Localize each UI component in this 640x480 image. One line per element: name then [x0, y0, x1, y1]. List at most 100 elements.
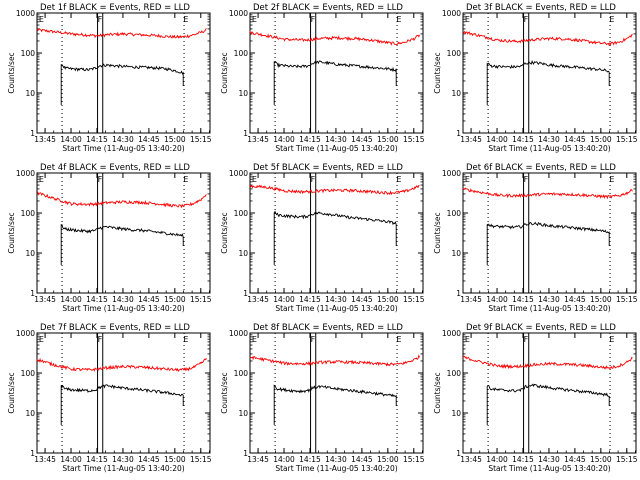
- panel-2: Det 2f BLACK = Events, RED = LLD 1 10 100 10…: [220, 3, 425, 153]
- panel-5-xtick-label: 14:30: [325, 295, 347, 304]
- panel-7-xtick-label: 13:45: [34, 455, 56, 464]
- panel-7-xlabel: Start Time (11-Aug-05 13:40:20): [62, 464, 184, 473]
- panel-3-xlabel: Start Time (11-Aug-05 13:40:20): [488, 144, 610, 153]
- panel-6: Det 6f BLACK = Events, RED = LLD 1 10 100 10…: [433, 163, 638, 313]
- panel-5-flag-label: E: [396, 175, 401, 184]
- panel-1: Det 1f BLACK = Events, RED = LLD 1 10 100 10…: [7, 3, 212, 153]
- panel-4-ytick-label: 10: [25, 249, 35, 258]
- panel-1-series-line-1: [36, 27, 207, 39]
- panel-2-flag-label: E: [396, 15, 401, 24]
- panel-7-flag-label: F: [98, 335, 103, 344]
- panel-5-xtick-label: 15:00: [377, 295, 399, 304]
- panel-8-flag-label: E: [252, 335, 257, 344]
- panel-9-series-line-1: [462, 355, 633, 370]
- panel-9-frame: [462, 332, 637, 454]
- panel-9-xtick-label: 14:45: [564, 455, 586, 464]
- panel-3-ytick-label: 1: [456, 129, 461, 138]
- panel-8-series-line-2: [273, 384, 397, 425]
- panel-3-ytick-label: 10: [451, 89, 461, 98]
- panel-6-ytick-label: 10: [451, 249, 461, 258]
- panel-5-series-line-1: [249, 184, 420, 196]
- panel-5-flag-label: E: [252, 175, 257, 184]
- panel-2-xtick-label: 13:45: [247, 135, 269, 144]
- panel-4-ytick-label: 1: [30, 289, 35, 298]
- panel-1-xtick-label: 15:15: [190, 135, 212, 144]
- panel-5-series-line-2: [273, 210, 397, 265]
- panel-8: Det 8f BLACK = Events, RED = LLD 1 10 100 10…: [220, 323, 425, 473]
- panel-1-frame: [36, 12, 211, 134]
- panel-7-xtick-label: 14:15: [86, 455, 108, 464]
- panel-9-title: Det 9f BLACK = Events, RED = LLD: [466, 323, 616, 333]
- panel-7-xtick-label: 15:15: [190, 455, 212, 464]
- panel-5-xtick-label: 15:15: [403, 295, 425, 304]
- panel-3-xtick-label: 14:30: [538, 135, 560, 144]
- panel-2-ytick-label: 1: [243, 129, 248, 138]
- panel-4-flag-label: F: [98, 175, 103, 184]
- panel-2-xtick-label: 15:15: [403, 135, 425, 144]
- panel-7-ytick-label: 1000: [16, 329, 35, 338]
- panel-6-xtick-label: 13:45: [460, 295, 482, 304]
- panel-4-xtick-label: 15:15: [190, 295, 212, 304]
- panel-9-xtick-label: 15:15: [616, 455, 638, 464]
- panel-7-flag-label: E: [39, 335, 44, 344]
- panel-6-flag-label: E: [465, 175, 470, 184]
- panel-7-ytick-label: 10: [25, 409, 35, 418]
- panel-6-ytick-label: 100: [447, 209, 462, 218]
- panel-6-title: Det 6f BLACK = Events, RED = LLD: [466, 163, 616, 173]
- panel-2-series-line-1: [249, 30, 420, 46]
- panel-3-xtick-label: 15:00: [590, 135, 612, 144]
- panel-8-ytick-label: 1000: [229, 329, 248, 338]
- panel-2-xlabel: Start Time (11-Aug-05 13:40:20): [275, 144, 397, 153]
- panel-6-flag-label: F: [524, 175, 529, 184]
- panel-7-xtick-label: 14:45: [138, 455, 160, 464]
- panel-9-ylabel: Counts/sec: [433, 372, 442, 413]
- panel-2-ylabel: Counts/sec: [220, 52, 229, 93]
- panel-9-series-line-2: [486, 383, 610, 425]
- panel-8-xtick-label: 15:15: [403, 455, 425, 464]
- panel-2-xtick-label: 14:30: [325, 135, 347, 144]
- panel-2-xtick-label: 15:00: [377, 135, 399, 144]
- panel-2-frame: [249, 12, 424, 134]
- panel-4-xtick-label: 14:30: [112, 295, 134, 304]
- panel-3-series-line-2: [486, 60, 610, 105]
- panel-2-ytick-label: 1000: [229, 9, 248, 18]
- panel-8-xtick-label: 14:00: [273, 455, 295, 464]
- panel-5-frame: [249, 172, 424, 294]
- panel-1-xlabel: Start Time (11-Aug-05 13:40:20): [62, 144, 184, 153]
- panel-6-flag-label: E: [609, 175, 614, 184]
- panel-5-xtick-label: 13:45: [247, 295, 269, 304]
- panel-5-ytick-label: 1: [243, 289, 248, 298]
- panel-8-xtick-label: 14:15: [299, 455, 321, 464]
- panel-4-xlabel: Start Time (11-Aug-05 13:40:20): [62, 304, 184, 313]
- panel-7-flag-label: E: [183, 335, 188, 344]
- panel-6-xtick-label: 15:00: [590, 295, 612, 304]
- panel-4-xtick-label: 14:15: [86, 295, 108, 304]
- panel-1-xtick-label: 14:00: [60, 135, 82, 144]
- panel-3-frame: [462, 12, 637, 134]
- panel-9-flag-label: F: [524, 335, 529, 344]
- panel-2-title: Det 2f BLACK = Events, RED = LLD: [253, 3, 403, 13]
- panel-6-xtick-label: 14:45: [564, 295, 586, 304]
- panel-5-ylabel: Counts/sec: [220, 212, 229, 253]
- panel-8-ytick-label: 1: [243, 449, 248, 458]
- panel-1-title: Det 1f BLACK = Events, RED = LLD: [40, 3, 190, 13]
- panel-1-flag-label: E: [183, 15, 188, 24]
- panel-3-xtick-label: 15:15: [616, 135, 638, 144]
- panel-4-flag-label: E: [39, 175, 44, 184]
- panel-4-flag-label: E: [183, 175, 188, 184]
- panel-9-xtick-label: 14:00: [486, 455, 508, 464]
- panel-1-ytick-label: 1000: [16, 9, 35, 18]
- panel-6-ytick-label: 1000: [442, 169, 461, 178]
- panel-7-frame: [36, 332, 211, 454]
- panel-2-flag-label: F: [311, 15, 316, 24]
- panel-7-xtick-label: 14:30: [112, 455, 134, 464]
- panel-9-xtick-label: 14:30: [538, 455, 560, 464]
- panel-6-ytick-label: 1: [456, 289, 461, 298]
- panel-3-ytick-label: 100: [447, 49, 462, 58]
- panel-6-xtick-label: 14:00: [486, 295, 508, 304]
- panel-1-ylabel: Counts/sec: [7, 52, 16, 93]
- panel-9-xtick-label: 15:00: [590, 455, 612, 464]
- panel-8-frame: [249, 332, 424, 454]
- panel-7-xtick-label: 15:00: [164, 455, 186, 464]
